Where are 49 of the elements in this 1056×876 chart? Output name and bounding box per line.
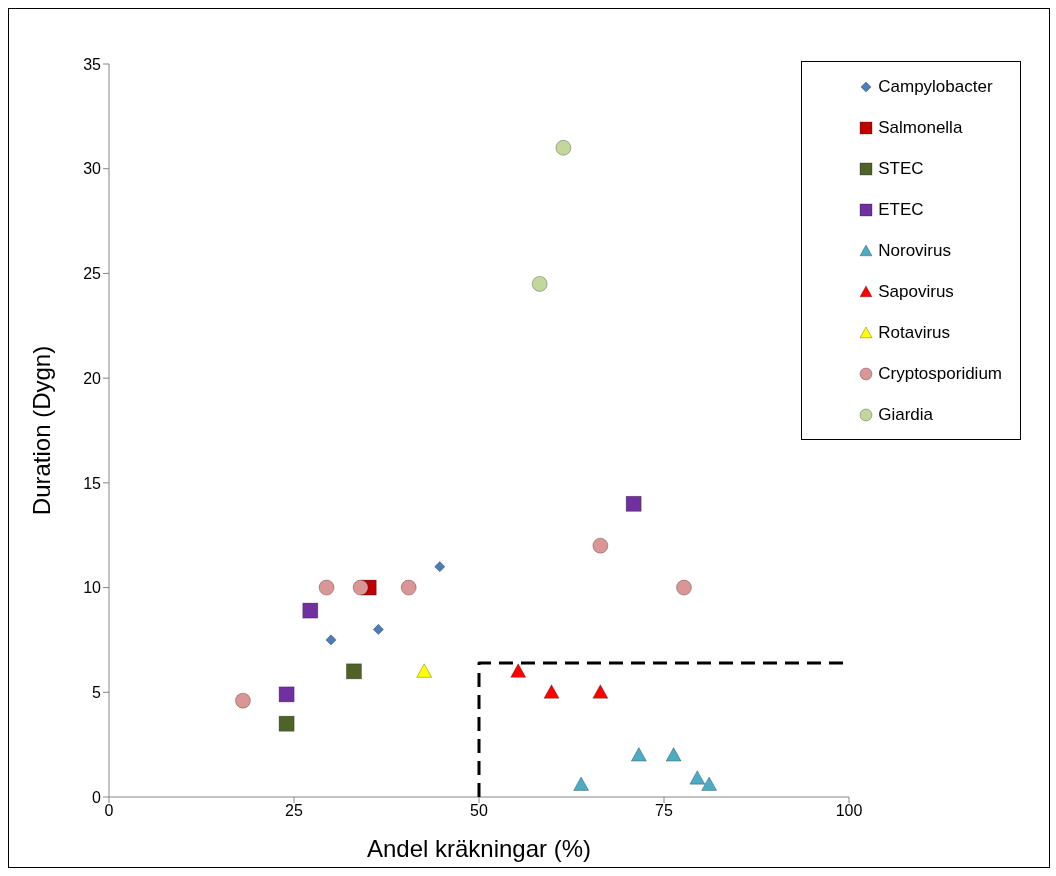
point [400,579,417,596]
legend-label: ETEC [878,199,924,220]
y-tick-label: 0 [92,788,102,806]
point [346,663,362,680]
legend-label: Cryptosporidium [878,363,1002,384]
point [318,579,335,596]
x-axis-title: Andel kräkningar (%) [366,835,592,862]
point [665,747,682,762]
point [592,537,609,554]
point [531,276,548,292]
x-tick-label: 50 [470,802,488,820]
legend-label: Rotavirus [878,322,951,343]
point [676,579,692,596]
y-tick-label: 5 [92,683,102,701]
point [416,663,433,678]
legend-label: STEC [878,158,924,179]
point [278,686,295,703]
point [592,684,609,699]
point [555,139,572,156]
point [701,776,718,791]
legend-label: Sapovirus [878,281,954,302]
point [434,561,446,573]
legend-label: Campylobacter [878,76,993,97]
point [372,623,384,635]
y-tick-label: 30 [83,160,102,178]
x-tick-label: 0 [104,802,114,820]
point [235,692,251,709]
y-tick-label: 15 [83,474,102,492]
point [573,776,590,791]
point [689,770,706,785]
point [352,579,369,596]
x-tick-label: 25 [285,802,303,820]
point [325,634,337,646]
point [278,715,295,732]
y-tick-label: 20 [83,369,102,387]
legend-label: Giardia [878,404,934,425]
point [543,684,560,699]
point [302,602,319,619]
legend-label: Salmonella [878,117,963,138]
point [510,663,527,678]
x-tick-label: 75 [655,802,673,820]
x-tick-label: 100 [835,802,863,820]
y-tick-label: 25 [83,265,102,283]
point [630,747,647,762]
y-axis-title: Duration (Dygn) [27,345,55,516]
point [625,495,642,512]
y-tick-label: 35 [83,55,102,73]
legend-label: Norovirus [878,240,951,261]
y-tick-label: 10 [83,579,102,597]
